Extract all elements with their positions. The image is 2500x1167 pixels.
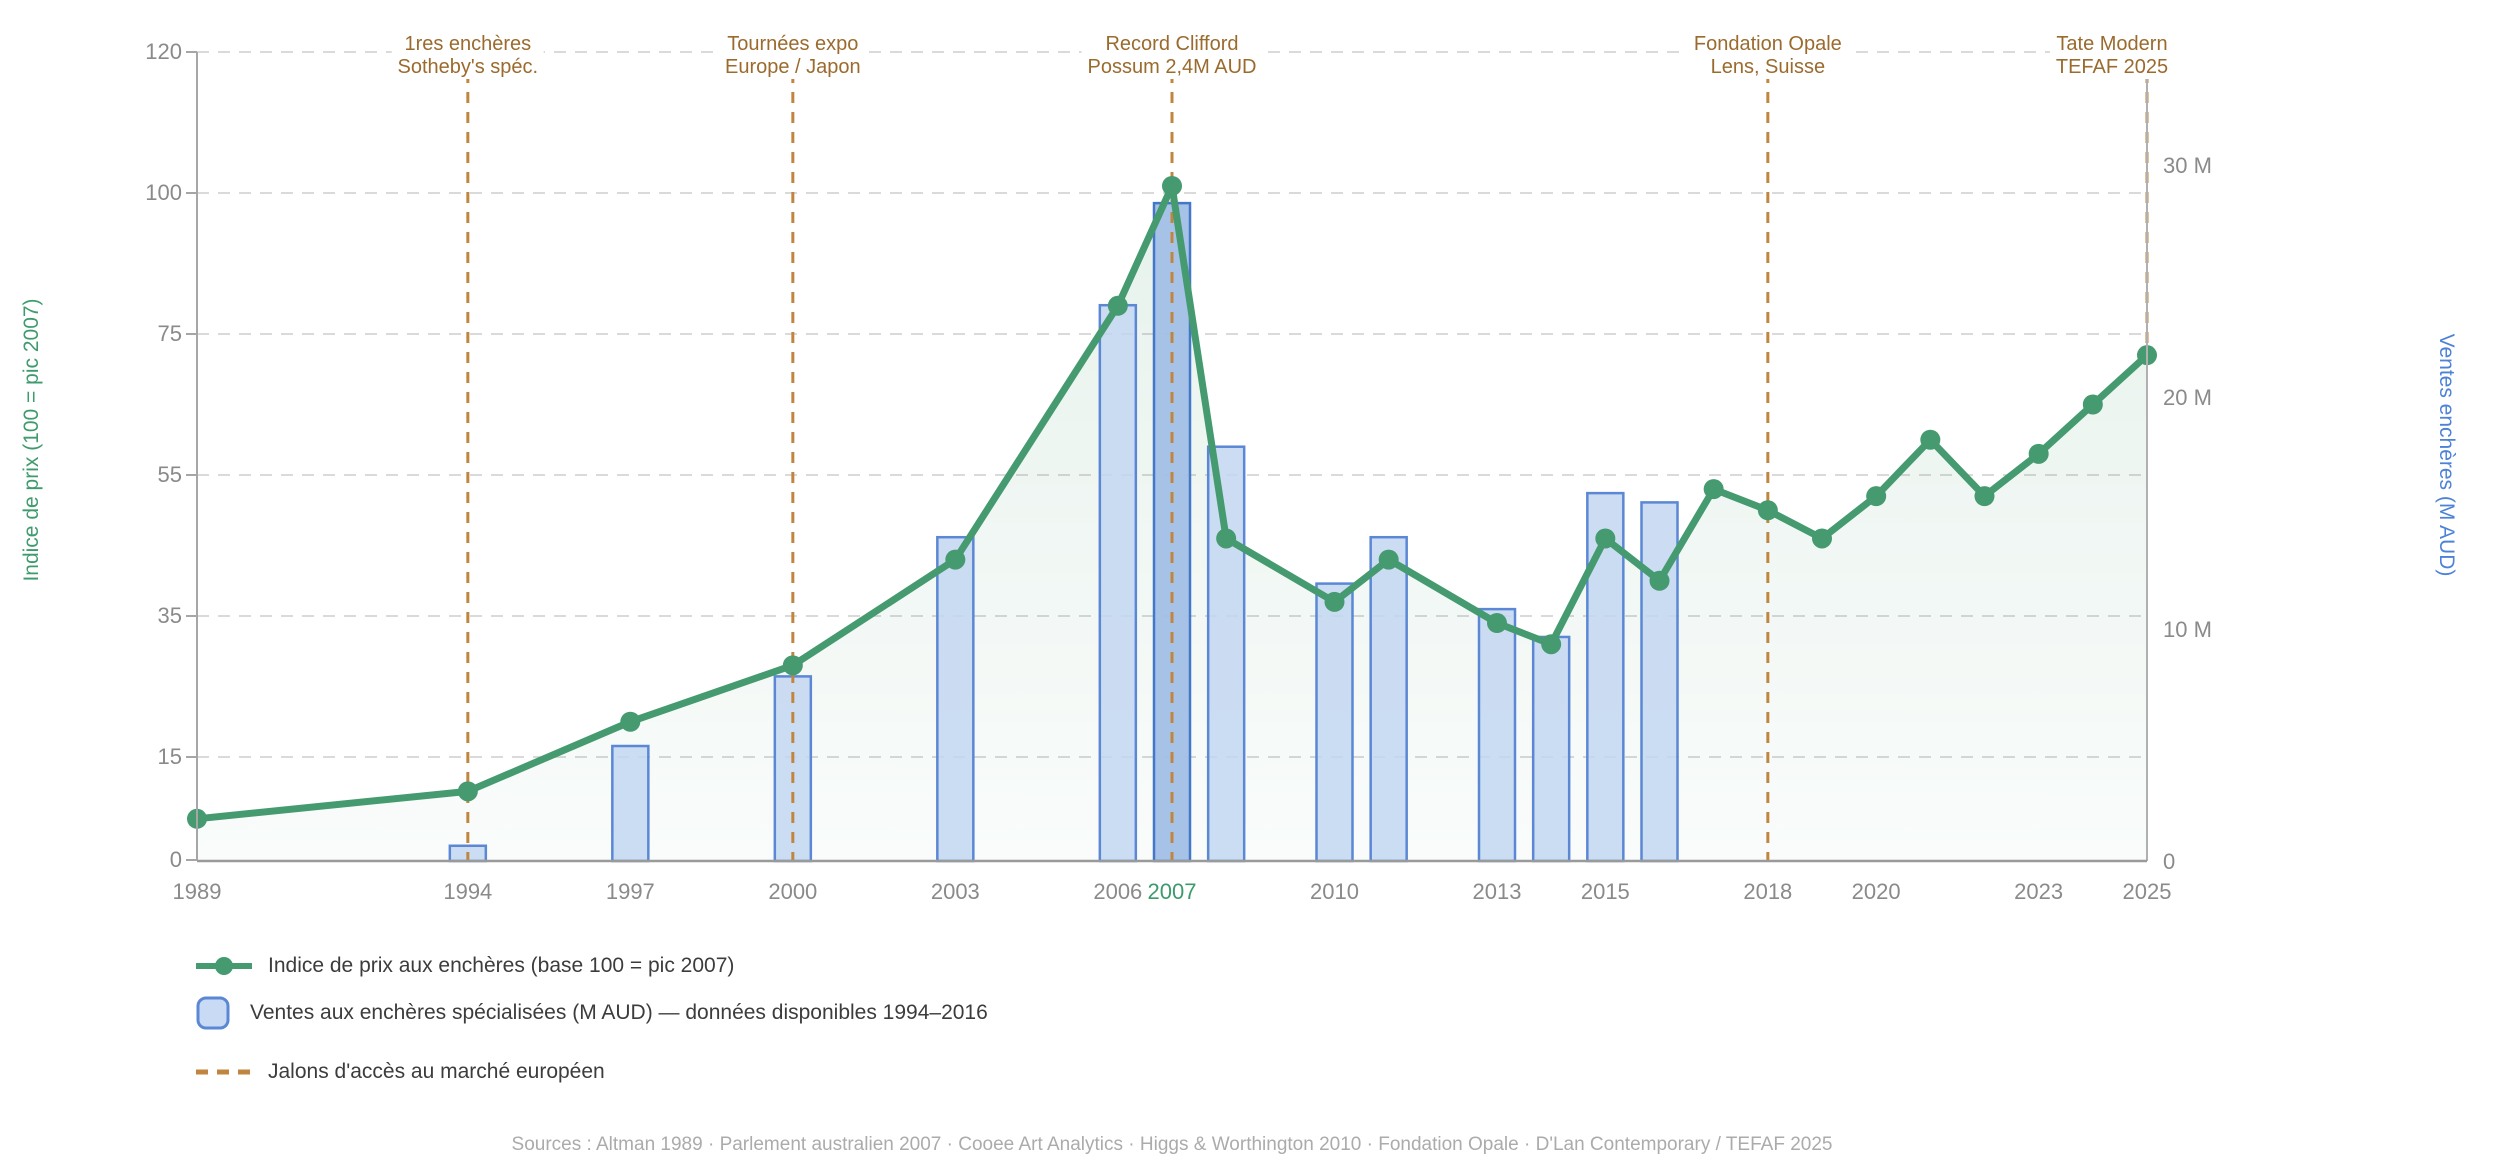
line-marker [1595,528,1616,549]
milestone-label: Tate Modern TEFAF 2025 [2049,33,2175,79]
line-marker [1378,549,1399,570]
sales-bar [1369,535,1408,863]
bar-series-legend-icon [196,996,230,1030]
line-marker [2082,394,2103,415]
y2-axis-tick-label: 20 M [2163,385,2212,410]
line-marker [782,655,803,676]
line-marker [1703,479,1724,500]
milestone-label-line: Fondation Opale [1687,33,1848,56]
sales-bar [1098,303,1138,863]
legend-item-milestones: Jalons d'accès au marché européen [196,1055,605,1089]
legend-item-sales: Ventes aux enchères spécialisées (M AUD)… [196,996,988,1030]
line-marker [1649,570,1670,591]
milestone-label: Fondation Opale Lens, Suisse [1687,33,1848,79]
line-marker [1920,429,1941,450]
milestone-label: Record Clifford Possum 2,4M AUD [1081,33,1263,79]
x-axis-tick-label: 2003 [930,879,980,904]
x-axis-tick-label: 1989 [172,879,222,904]
y-axis-tick-label: 120 [145,39,182,64]
x-axis-tick-label: 2018 [1743,879,1793,904]
line-marker [1974,486,1995,507]
milestone-legend-icon [196,1069,250,1075]
line-marker [1216,528,1237,549]
line-marker [1541,634,1562,655]
milestone-label-line: Lens, Suisse [1687,56,1848,79]
sales-bar [1531,635,1571,863]
legend-label: Ventes aux enchères spécialisées (M AUD)… [250,1001,988,1024]
y2-axis-tick-label: 10 M [2163,617,2212,642]
x-axis-tick-label: 2000 [768,879,818,904]
milestone-label-line: Sotheby's spéc. [391,56,545,79]
line-marker [1487,613,1507,634]
legend-label: Jalons d'accès au marché européen [268,1060,605,1083]
milestone-label: 1res enchères Sotheby's spéc. [391,33,545,79]
milestone-label-line: Tournées expo [719,33,867,56]
line-marker [1812,528,1832,549]
y-axis-tick-label: 100 [145,180,182,205]
x-axis-tick-label: 2023 [2014,879,2064,904]
line-marker [620,711,641,732]
y-axis-tick-label: 15 [157,744,182,769]
y-axis-tick-label: 55 [157,462,182,487]
milestone-label-line: Record Clifford [1081,33,1263,56]
x-axis-tick-label: 1994 [443,879,493,904]
milestone-label: Tournées expo Europe / Japon [719,33,867,79]
line-marker [945,549,966,570]
y2-axis-tick-label: 30 M [2163,153,2212,178]
line-marker [1866,486,1887,507]
x-axis-tick-label: 2007 [1147,879,1197,904]
y-axis-tick-label: 35 [157,603,182,628]
sales-bar [1477,607,1517,863]
y-axis-tick-label: 0 [169,847,182,872]
sales-bar [936,535,975,863]
milestone-label-line: Europe / Japon [719,56,867,79]
milestone-label-line: Possum 2,4M AUD [1081,56,1263,79]
line-marker [1107,295,1128,316]
milestone-label-line: TEFAF 2025 [2049,56,2175,79]
legend-item-price-index: Indice de prix aux enchères (base 100 = … [196,949,734,983]
x-axis-tick-label: 2006 [1093,879,1143,904]
y-axis-tick-label: 75 [157,321,182,346]
x-axis-tick-label: 1997 [605,879,655,904]
x-axis-tick-label: 2015 [1580,879,1630,904]
x-axis-tick-label: 2013 [1472,879,1522,904]
right-axis-title: Ventes enchères (M AUD) [2435,333,2458,577]
x-axis-tick-label: 2010 [1310,879,1359,904]
sources-caption: Sources : Altman 1989 · Parlement austra… [511,1134,1833,1155]
line-marker [2028,443,2049,464]
milestone-label-line: 1res enchères [391,33,545,56]
line-marker [1324,591,1345,612]
legend-label: Indice de prix aux enchères (base 100 = … [268,954,735,977]
sales-bar [1315,582,1354,863]
y2-axis-tick-label: 0 [2163,849,2176,874]
x-axis-tick-label: 2020 [1851,879,1901,904]
x-axis-tick-label: 2025 [2122,879,2172,904]
line-marker [1162,175,1182,196]
line-marker [457,781,478,802]
milestone-label-line: Tate Modern [2049,33,2175,56]
line-marker [1757,500,1778,521]
line-series-legend-icon [196,957,252,975]
